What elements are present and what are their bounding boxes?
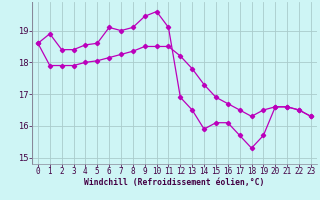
- X-axis label: Windchill (Refroidissement éolien,°C): Windchill (Refroidissement éolien,°C): [84, 178, 265, 187]
